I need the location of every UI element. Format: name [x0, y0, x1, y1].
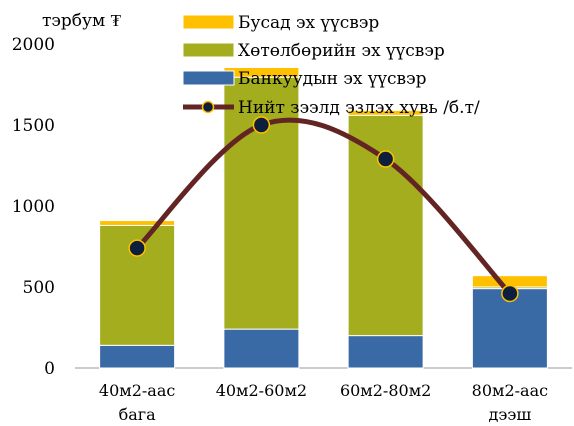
legend-label: Нийт зээлд эзлэх хувь /б.т/ [238, 98, 480, 118]
legend: Бусад эх үүсвэр Хөтөлбөрийн эх үүсвэр Банк… [182, 13, 480, 118]
total-share-line [128, 116, 519, 303]
x-tick-label: 80м2-аас дээш [472, 381, 548, 424]
legend-swatch [182, 70, 235, 86]
y-axis-ticks: 0 500 1000 1500 2000 [12, 35, 55, 379]
bar-segment [99, 220, 176, 226]
total-line-marker [128, 239, 146, 257]
legend-swatch [182, 42, 235, 58]
x-axis-labels: 40м2-аас бага 40м2-60м2 60м2-80м2 80м2-аас дэ… [99, 381, 548, 424]
y-tick-label: 0 [44, 359, 55, 379]
bar-segment [347, 114, 424, 337]
legend-line-marker [201, 100, 215, 114]
y-tick-label: 1500 [12, 116, 55, 136]
legend-label: Банкуудын эх үүсвэр [238, 69, 427, 89]
x-tick-label: 40м2-60м2 [216, 381, 307, 400]
y-tick-label: 1000 [12, 197, 55, 217]
legend-label: Хөтөлбөрийн эх үүсвэр [238, 41, 445, 61]
total-line-marker [501, 284, 519, 303]
legend-swatch [182, 14, 235, 30]
bar-segment [347, 109, 424, 116]
x-tick-label: 60м2-80м2 [340, 381, 431, 400]
bar-segment [99, 344, 176, 369]
total-line-marker [376, 150, 395, 168]
bar-segment [223, 328, 300, 369]
x-tick-label: 40м2-аас бага [99, 381, 175, 424]
total-line-path [134, 117, 513, 296]
bar-segment [347, 335, 424, 369]
y-tick-label: 500 [23, 278, 55, 298]
legend-label: Бусад эх үүсвэр [238, 13, 379, 33]
y-tick-label: 2000 [12, 35, 55, 55]
total-line-marker [252, 116, 271, 134]
y-unit-label: тэрбум ₮ [42, 11, 122, 31]
